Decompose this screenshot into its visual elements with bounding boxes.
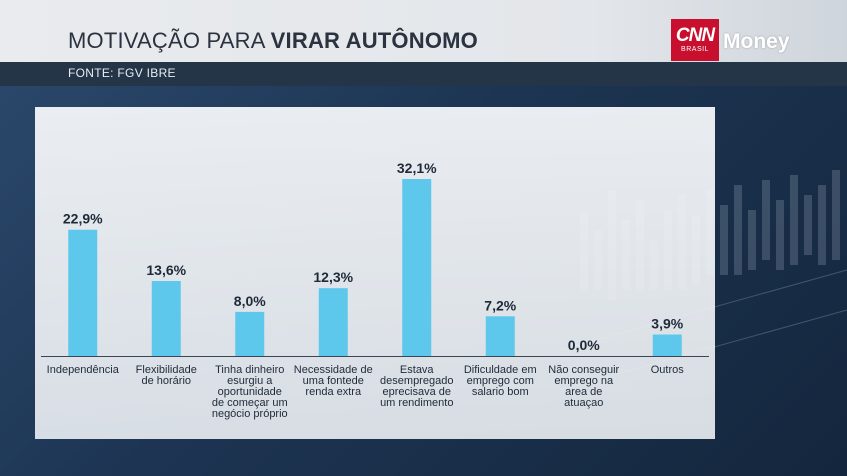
- bar-chart: 22,9% Independência 13,6% Flexibilidade de h…: [41, 160, 709, 420]
- category-label-line: Estava: [400, 364, 435, 376]
- value-label-5: 7,2%: [484, 297, 516, 313]
- category-label-1: Flexibilidade de horário: [136, 364, 197, 387]
- bar-4: [402, 179, 432, 356]
- source-text: FONTE: FGV IBRE: [68, 66, 176, 80]
- cnn-brasil-logo: CNN BRASIL: [671, 19, 719, 61]
- channel-name: Money: [723, 30, 790, 53]
- category-label-line: esurgiu a: [227, 375, 273, 387]
- bar-7: [652, 334, 682, 356]
- category-label-line: Flexibilidade: [136, 364, 197, 376]
- bar-0: [68, 229, 98, 356]
- value-label-6: 0,0%: [568, 337, 600, 353]
- bar-5: [485, 316, 515, 356]
- value-label-2: 8,0%: [234, 293, 266, 309]
- logo-brasil-text: BRASIL: [681, 46, 709, 53]
- logo-cnn-text: CNN: [675, 25, 715, 46]
- category-label-line: Necessidade de: [294, 364, 373, 376]
- bar-2: [235, 311, 265, 356]
- category-label-line: de começar um: [212, 397, 288, 409]
- category-label-line: Dificuldade em: [464, 364, 537, 376]
- category-label-line: eprecisava de: [383, 386, 452, 398]
- source-band: [0, 62, 847, 86]
- category-label-line: desempregado: [380, 375, 453, 387]
- category-label-line: Outros: [651, 364, 685, 376]
- category-label-6: Não conseguir emprego na area de atuaçao: [548, 364, 619, 409]
- category-label-line: uma fontede: [303, 375, 364, 387]
- title-bold: VIRAR AUTÔNOMO: [270, 28, 478, 53]
- category-label-line: area de: [565, 386, 602, 398]
- category-label-5: Dificuldade em emprego com salario bom: [464, 364, 537, 398]
- value-label-3: 12,3%: [313, 269, 353, 285]
- bar-3: [318, 288, 348, 356]
- value-label-4: 32,1%: [397, 160, 437, 176]
- bar-1: [151, 281, 181, 356]
- category-label-7: Outros: [651, 364, 685, 376]
- category-label-line: salario bom: [472, 386, 529, 398]
- value-label-0: 22,9%: [63, 211, 103, 227]
- category-label-line: emprego com: [467, 375, 534, 387]
- category-label-line: um rendimento: [380, 397, 453, 409]
- category-label-line: emprego na: [554, 375, 614, 387]
- title-light: MOTIVAÇÃO PARA: [68, 28, 271, 53]
- category-label-line: negócio próprio: [212, 408, 288, 420]
- category-label-line: Não conseguir: [548, 364, 619, 376]
- category-label-2: Tinha dinheiro esurgiu a oportunidade de co…: [212, 364, 288, 420]
- category-label-3: Necessidade de uma fontede renda extra: [294, 364, 373, 398]
- category-label-line: renda extra: [305, 386, 362, 398]
- value-label-1: 13,6%: [146, 262, 186, 278]
- category-label-line: Independência: [47, 364, 120, 376]
- chart-panel: 22,9% Independência 13,6% Flexibilidade de h…: [35, 107, 715, 439]
- category-label-4: Estava desempregado eprecisava de um rendim…: [380, 364, 453, 409]
- category-label-line: de horário: [141, 375, 191, 387]
- category-label-line: oportunidade: [218, 386, 282, 398]
- page-title: MOTIVAÇÃO PARA VIRAR AUTÔNOMO: [68, 28, 478, 54]
- category-label-line: Tinha dinheiro: [215, 364, 284, 376]
- category-label-0: Independência: [47, 364, 120, 376]
- category-label-line: atuaçao: [564, 397, 603, 409]
- value-label-7: 3,9%: [651, 315, 683, 331]
